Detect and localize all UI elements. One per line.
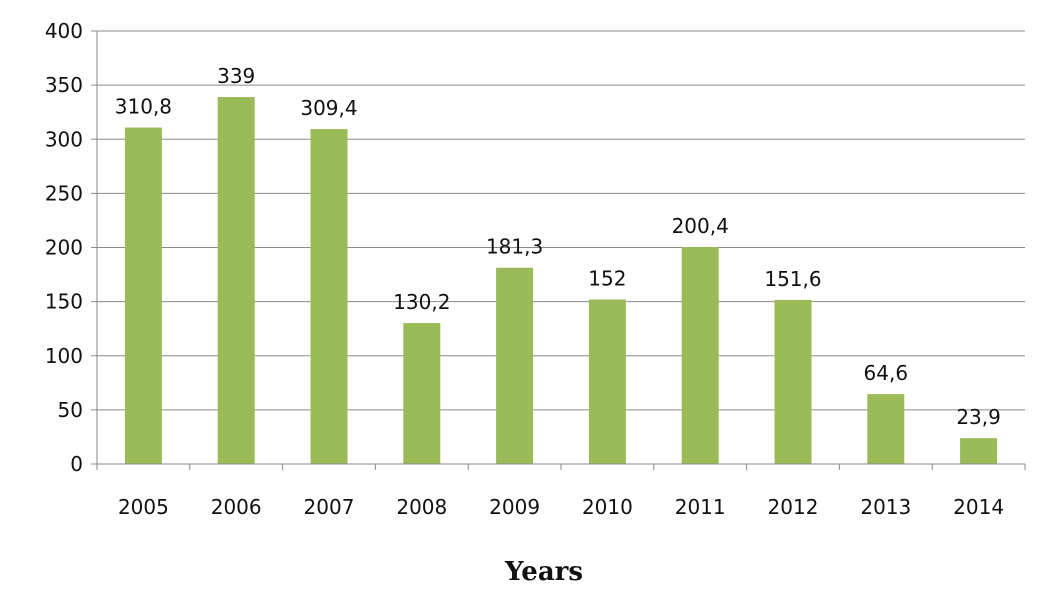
bar-2009 [496,267,534,464]
bar-2007 [310,129,348,464]
y-tick-label: 150 [45,290,83,314]
x-tick-label-2009: 2009 [489,495,540,519]
data-label-2009: 181,3 [486,235,543,259]
bar-2013 [867,394,905,464]
data-label-2006: 339 [217,64,255,88]
x-tick-label-2005: 2005 [118,495,169,519]
y-tick-label: 350 [45,73,83,97]
x-tick-label-2014: 2014 [953,495,1004,519]
y-tick-label: 200 [45,236,83,260]
bar-2006 [217,97,255,464]
data-label-2010: 152 [588,266,626,290]
x-tick-label-2008: 2008 [396,495,447,519]
x-tick-label-2007: 2007 [304,495,355,519]
y-tick-label: 250 [45,181,83,205]
data-label-2014: 23,9 [956,405,1001,429]
bar-2010 [588,299,626,464]
y-tick-label: 300 [45,127,83,151]
x-tick-label-2011: 2011 [675,495,726,519]
y-tick-label: 50 [58,398,83,422]
data-label-2007: 309,4 [300,96,357,120]
y-tick-label: 0 [70,452,83,476]
y-tick-label: 100 [45,344,83,368]
data-label-2013: 64,6 [864,361,909,385]
bar-2012 [774,299,812,464]
x-tick-label-2013: 2013 [860,495,911,519]
x-tick-label-2012: 2012 [768,495,819,519]
data-label-2011: 200,4 [672,214,729,238]
bars [124,97,998,465]
bar-2014 [960,438,998,464]
bar-2008 [403,323,441,464]
data-label-2005: 310,8 [115,95,172,119]
x-axis-title: Years [504,557,583,587]
x-tick-label-2010: 2010 [582,495,633,519]
bar-2011 [681,247,719,464]
bar-2005 [124,127,162,465]
axes [91,30,1026,470]
data-label-2012: 151,6 [764,267,821,291]
x-tick-label-2006: 2006 [211,495,262,519]
y-tick-label: 400 [45,19,83,43]
data-label-2008: 130,2 [393,290,450,314]
labels: 0 50 100 150 200 250 300 350 400 310,8 2005 339 2006… [45,19,1004,519]
